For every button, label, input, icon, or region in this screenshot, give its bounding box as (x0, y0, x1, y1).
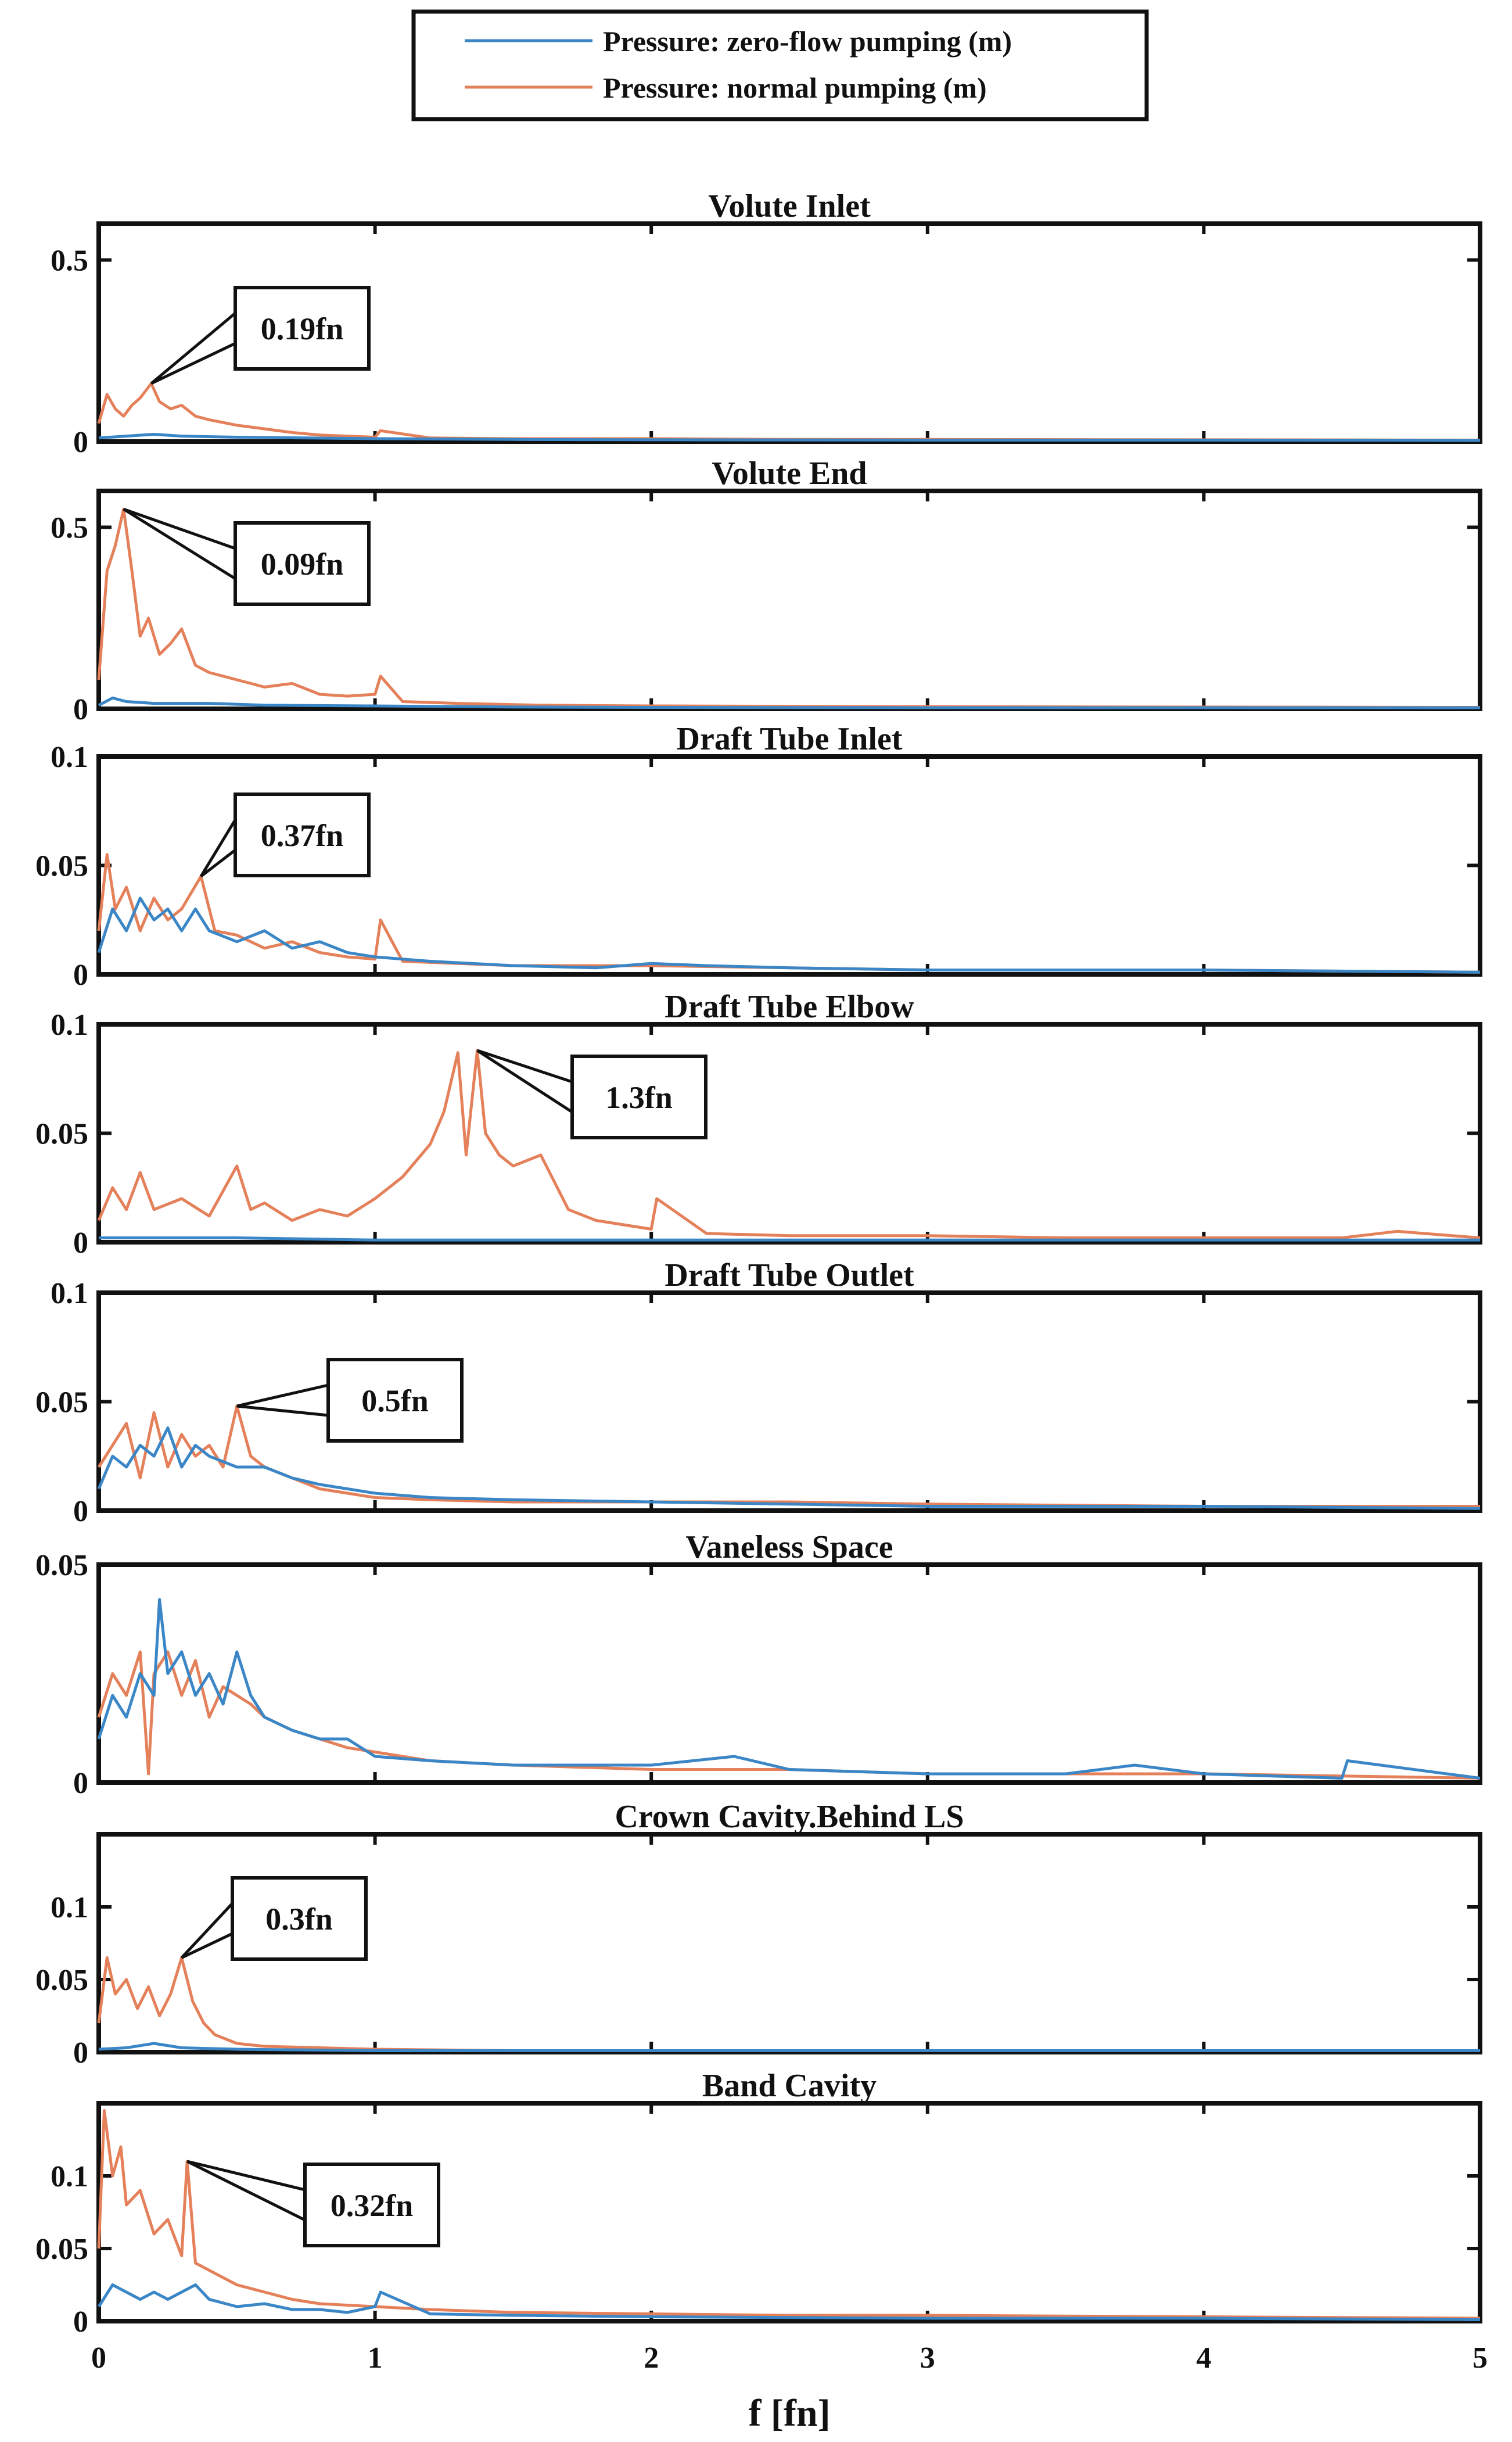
y-tick-label: 0 (73, 2305, 88, 2339)
panel-title: Draft Tube Outlet (665, 1257, 914, 1293)
panel-volute-end: Volute End 0 0.5 0.09fn (51, 456, 1482, 726)
callout-box (231, 1876, 368, 1961)
panel-volute-inlet: Volute Inlet 0 0.5 0.19fn (51, 188, 1482, 459)
callout-label: 0.32fn (331, 2188, 414, 2223)
series-line-normal (97, 853, 1481, 974)
legend-label-normal: Pressure: normal pumping (m) (603, 71, 987, 104)
y-tick-label: 0.1 (51, 1891, 88, 1924)
callout-box (234, 793, 371, 877)
callout-box (303, 2163, 440, 2247)
legend-box (411, 9, 1149, 121)
callout-box (234, 286, 371, 371)
callout-box (234, 521, 371, 606)
panel-title: Draft Tube Elbow (665, 989, 914, 1025)
y-tick-label: 0 (73, 1227, 88, 1260)
callout-label: 0.37fn (261, 818, 344, 853)
y-tick-label: 0.5 (51, 245, 88, 278)
panel-title: Crown Cavity.Behind LS (615, 1799, 964, 1835)
series-line-normal (97, 1650, 1481, 1780)
series-line-zero-flow (98, 696, 1480, 709)
x-axis-label: f [fn] (748, 2392, 830, 2434)
y-tick-label: 0.05 (35, 1118, 88, 1151)
plot-frame (96, 1022, 1482, 1245)
y-tick-label: 0 (73, 426, 88, 459)
series-line-zero-flow (99, 1236, 1480, 1242)
x-tick-label: 1 (368, 2341, 383, 2375)
panel-vaneless-space: Vaneless Space 0 0.05 (35, 1529, 1482, 1800)
y-tick-label: 0 (73, 693, 88, 726)
panel-crown-cavity-behind-ls: Crown Cavity.Behind LS 0 0.05 0.1 0.3fn (35, 1799, 1482, 2070)
legend-label-zero-flow: Pressure: zero-flow pumping (m) (603, 25, 1012, 58)
panels: Volute Inlet 0 0.5 0.19fn Volute End 0 0.5 0.09… (35, 188, 1482, 2339)
series-line-zero-flow (97, 2283, 1481, 2321)
series-line-normal (97, 507, 1481, 709)
y-tick-label: 0.05 (35, 1964, 88, 1997)
series-line-zero-flow (98, 433, 1481, 442)
y-tick-label: 0.1 (51, 1277, 88, 1310)
panel-title: Volute End (712, 456, 867, 492)
x-axis-tick-labels: 0 1 2 3 4 5 (91, 2341, 1488, 2375)
panel-band-cavity: Band Cavity 0 0.05 0.1 0.32fn (35, 2068, 1482, 2339)
y-tick-label: 0 (73, 1767, 88, 1800)
callout-box (326, 1358, 464, 1443)
series-line-zero-flow (97, 1426, 1481, 1510)
y-tick-label: 0.5 (51, 512, 88, 545)
panel-title: Band Cavity (702, 2068, 877, 2104)
series-line-zero-flow (97, 1598, 1481, 1780)
x-tick-label: 0 (91, 2341, 106, 2375)
panel-title: Vaneless Space (685, 1529, 893, 1565)
series-line-zero-flow (97, 897, 1481, 974)
series-line-normal (97, 2109, 1481, 2320)
x-tick-label: 4 (1196, 2341, 1211, 2375)
y-tick-label: 0 (73, 959, 88, 992)
x-tick-label: 2 (644, 2341, 659, 2375)
plot-frame (96, 1562, 1482, 1785)
y-tick-label: 0.1 (51, 1009, 88, 1042)
y-tick-label: 0.1 (51, 741, 88, 774)
x-tick-label: 3 (920, 2341, 935, 2375)
panel-title: Draft Tube Inlet (677, 721, 903, 757)
y-tick-label: 0.05 (35, 1386, 88, 1419)
callout-label: 0.09fn (261, 547, 344, 582)
callout-label: 1.3fn (605, 1080, 673, 1115)
y-tick-label: 0 (73, 1495, 88, 1528)
x-tick-label: 5 (1473, 2341, 1488, 2375)
series-line-zero-flow (98, 2042, 1480, 2052)
panel-draft-tube-outlet: Draft Tube Outlet 0 0.05 0.1 0.5fn (35, 1257, 1482, 1528)
y-tick-label: 0.1 (51, 2160, 88, 2193)
y-tick-label: 0.05 (35, 850, 88, 883)
y-tick-label: 0.05 (35, 2233, 88, 2266)
callout-box (570, 1055, 707, 1139)
callout-label: 0.19fn (261, 311, 344, 346)
y-tick-label: 0.05 (35, 1549, 88, 1582)
legend: Pressure: zero-flow pumping (m) Pressure… (411, 9, 1149, 121)
panel-draft-tube-elbow: Draft Tube Elbow 0 0.05 0.1 1.3fn (35, 989, 1482, 1260)
callout-label: 0.5fn (361, 1383, 429, 1418)
panel-title: Volute Inlet (708, 188, 871, 224)
series-line-normal (97, 1049, 1481, 1239)
panel-draft-tube-inlet: Draft Tube Inlet 0 0.05 0.1 0.37fn (35, 721, 1482, 992)
y-tick-label: 0 (73, 2036, 88, 2070)
callout-label: 0.3fn (265, 1902, 333, 1937)
